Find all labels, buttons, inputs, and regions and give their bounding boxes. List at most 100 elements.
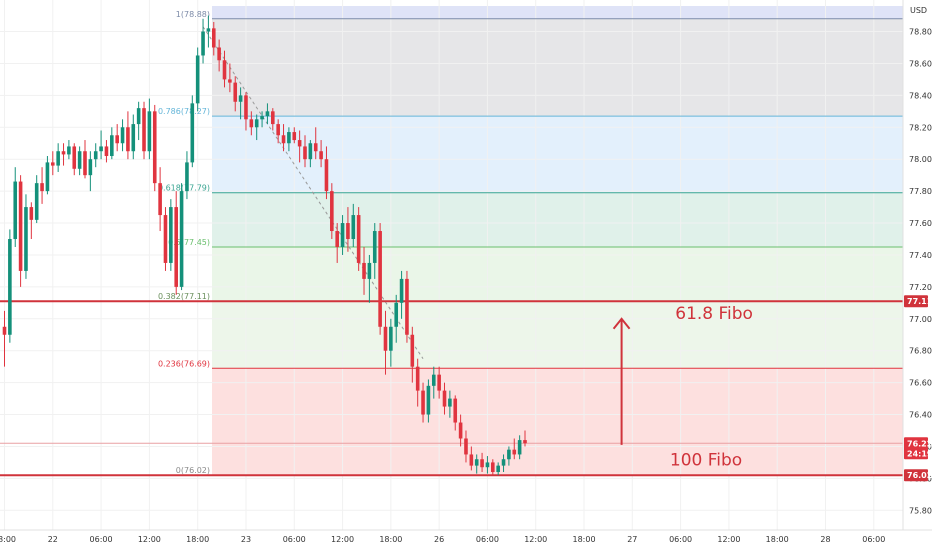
candle — [110, 127, 114, 160]
candle — [474, 454, 479, 474]
x-tick-label: 12:00 — [524, 535, 547, 544]
x-tick-label: 18:00 — [0, 535, 16, 544]
candle — [2, 310, 7, 367]
fib-zone — [212, 18, 903, 117]
candle — [45, 156, 50, 195]
candle — [507, 446, 511, 466]
candle-body — [88, 159, 93, 176]
candle-body — [464, 438, 468, 455]
candle — [34, 175, 39, 224]
candle-body — [185, 162, 189, 192]
candle-body — [93, 151, 98, 160]
candle — [254, 114, 259, 141]
candle-body — [313, 143, 318, 152]
y-tick-label: 78.40 — [909, 91, 932, 100]
candle-body — [485, 462, 490, 468]
candle — [319, 140, 323, 168]
annotation-text: 100 Fibo — [670, 451, 742, 471]
candle-body — [378, 231, 382, 327]
badge-77-11-bg — [904, 295, 928, 308]
candle-body — [72, 146, 77, 169]
candle — [442, 382, 447, 415]
candle-body — [383, 326, 388, 351]
candle-body — [276, 124, 280, 136]
candle-body — [260, 116, 264, 120]
candle — [158, 167, 162, 232]
candle — [356, 207, 361, 271]
candle-body — [308, 143, 313, 160]
x-tick-label: 12:00 — [138, 535, 161, 544]
x-tick-label: 23 — [241, 535, 251, 544]
y-tick-label: 77.80 — [909, 187, 932, 196]
fib-zone — [212, 192, 903, 247]
candle — [169, 199, 173, 271]
candle-body — [356, 215, 361, 263]
candle-body — [8, 239, 12, 335]
candle-body — [244, 95, 248, 120]
candle — [206, 15, 211, 48]
candle — [50, 151, 55, 176]
candle — [83, 140, 87, 179]
candle-body — [50, 162, 55, 166]
candle — [67, 140, 71, 160]
candle — [18, 175, 23, 287]
candle-body — [211, 28, 216, 48]
candle-body — [249, 119, 254, 128]
x-tick-label: 06:00 — [90, 535, 113, 544]
candle-body — [271, 111, 275, 125]
badge-76-02: 76.02 — [907, 471, 932, 480]
candle — [120, 119, 125, 152]
candle-body — [415, 366, 420, 391]
candle-body — [110, 135, 114, 157]
candle — [378, 223, 382, 335]
badge-77-11: 77.11 — [907, 297, 932, 306]
candle — [512, 438, 517, 460]
x-tick-label: 18:00 — [572, 535, 595, 544]
candle-body — [480, 459, 484, 468]
candle-body — [372, 231, 377, 263]
candle-body — [13, 181, 18, 240]
candle — [523, 430, 527, 447]
candle — [152, 104, 157, 192]
candle — [292, 127, 297, 144]
candle-body — [2, 326, 7, 335]
grid — [0, 0, 903, 530]
candle — [313, 127, 318, 160]
candle-body — [174, 207, 179, 287]
candle-body — [169, 207, 173, 263]
fib-level-label: 0(76.02) — [176, 466, 210, 475]
candle — [61, 143, 66, 166]
candle — [485, 456, 490, 474]
candle-body — [24, 207, 28, 271]
candle-body — [421, 390, 425, 415]
candle — [136, 101, 141, 141]
candle-body — [394, 302, 399, 327]
candle — [308, 140, 313, 168]
candle-body — [426, 385, 431, 415]
candle-body — [56, 151, 60, 166]
candle-body — [501, 459, 506, 466]
currency-label: USD — [910, 6, 927, 15]
candle-body — [77, 151, 82, 169]
candle-body — [115, 135, 119, 144]
y-tick-label: 77.00 — [909, 315, 932, 324]
candle — [126, 111, 130, 160]
candle — [222, 50, 227, 88]
candle-body — [142, 108, 146, 152]
candle-body — [195, 55, 200, 104]
candle-body — [491, 462, 495, 473]
x-tick-label: 18:00 — [186, 535, 209, 544]
candle-body — [83, 151, 87, 176]
price-axis: USD 78.80 78.60 78.40 78.20 78.00 77.80 77.60 77… — [902, 0, 932, 550]
candle-body — [217, 47, 221, 61]
badge-76-02-bg — [904, 469, 928, 482]
fib-level-label: 0.382(77.11) — [158, 292, 210, 301]
candle-body — [104, 146, 109, 157]
candle — [399, 270, 404, 319]
candle — [88, 151, 93, 192]
candle — [405, 270, 409, 343]
y-tick-label: 78.20 — [909, 123, 932, 132]
fib-level-label: 0.5(77.45) — [168, 238, 210, 247]
